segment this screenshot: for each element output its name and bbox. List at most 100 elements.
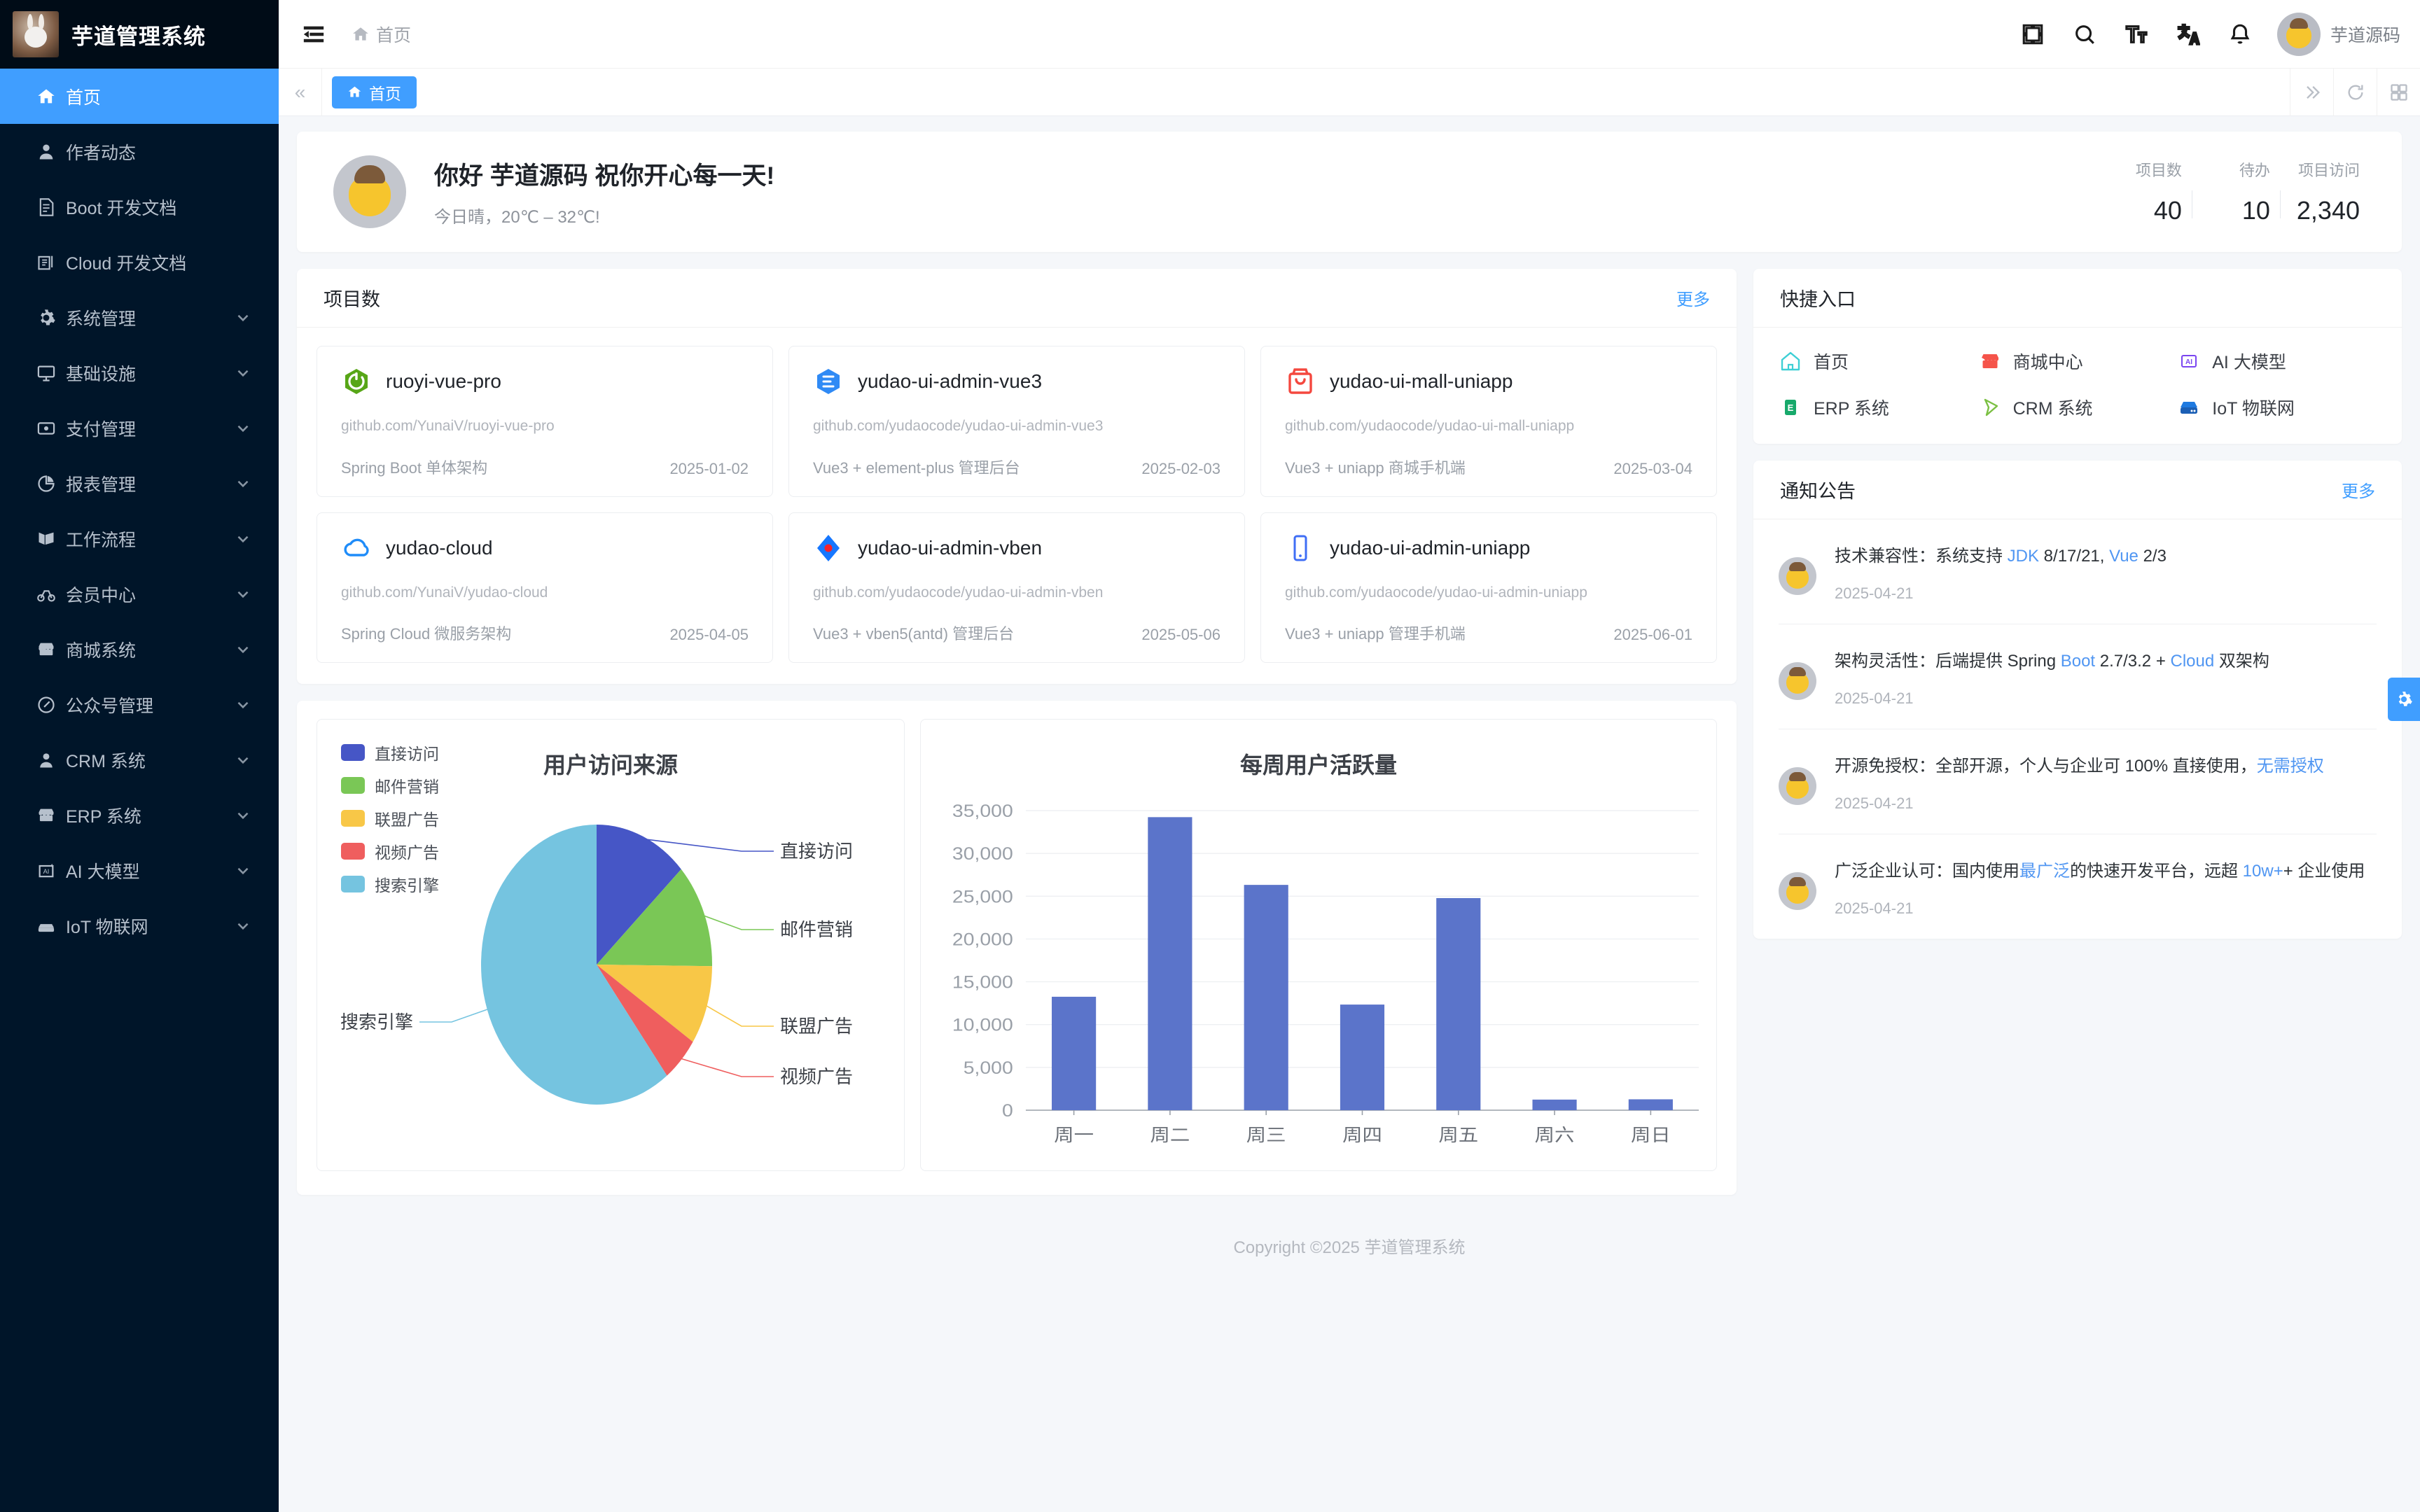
- quick-entry-item[interactable]: E ERP 系统: [1779, 395, 1978, 420]
- project-date: 2025-06-01: [1613, 626, 1692, 643]
- hamburger-icon[interactable]: [300, 20, 328, 48]
- project-card[interactable]: yudao-cloud github.com/YunaiV/yudao-cloud…: [317, 512, 773, 663]
- pie-slice-label: 直接访问: [780, 841, 853, 862]
- project-card[interactable]: yudao-ui-admin-uniapp github.com/yudaocod…: [1260, 512, 1717, 663]
- notice-item[interactable]: 广泛企业认可：国内使用最广泛的快速开发平台，远超 10w++ 企业使用 2025-…: [1779, 834, 2377, 939]
- sidebar-item-6[interactable]: 支付管理: [0, 400, 279, 456]
- welcome-banner: 你好 芋道源码 祝你开心每一天! 今日晴，20℃ – 32℃! 项目数 40 待办 1…: [297, 132, 2402, 252]
- sidebar-item-10[interactable]: 商城系统: [0, 622, 279, 677]
- settings-drawer-gear-icon[interactable]: [2388, 678, 2420, 721]
- quick-entry-label: IoT 物联网: [2212, 399, 2295, 419]
- bar: [1532, 1099, 1577, 1110]
- pie-legend-item[interactable]: 联盟广告: [341, 806, 439, 830]
- notice-avatar: [1779, 766, 1816, 805]
- notice-more-link[interactable]: 更多: [2342, 482, 2375, 501]
- chevron-down-icon: [234, 696, 252, 714]
- notice-item[interactable]: 架构灵活性：后端提供 Spring Boot 2.7/3.2 + Cloud 双…: [1779, 624, 2377, 729]
- iot-icon: [36, 916, 66, 936]
- quick-entry-item[interactable]: IoT 物联网: [2177, 395, 2377, 420]
- project-card[interactable]: yudao-ui-mall-uniapp github.com/yudaocode…: [1260, 346, 1717, 497]
- quick-entry-item[interactable]: CRM 系统: [1978, 395, 2178, 420]
- pie-legend-item[interactable]: 搜索引擎: [341, 872, 439, 896]
- notice-text: 开源免授权：全部开源，个人与企业可 100% 直接使用，无需授权: [1835, 756, 2324, 776]
- sidebar-item-0[interactable]: 首页: [0, 69, 279, 124]
- project-card[interactable]: ruoyi-vue-pro github.com/YunaiV/ruoyi-vue…: [317, 346, 773, 497]
- x-axis-tick-label: 周四: [1342, 1126, 1382, 1145]
- pie-slice: [597, 965, 693, 1076]
- notice-item[interactable]: 技术兼容性：系统支持 JDK 8/17/21, Vue 2/3 2025-04-2…: [1779, 519, 2377, 624]
- sidebar-item-2[interactable]: Boot 开发文档: [0, 179, 279, 234]
- welcome-greeting: 你好 芋道源码 祝你开心每一天!: [434, 162, 775, 190]
- notice-list: 技术兼容性：系统支持 JDK 8/17/21, Vue 2/3 2025-04-2…: [1753, 519, 2402, 939]
- sidebar-item-5[interactable]: 基础设施: [0, 345, 279, 400]
- refresh-icon[interactable]: [2333, 68, 2377, 116]
- left-column: 项目数 更多 ruoyi-vue-pro github.com/YunaiV/ru…: [297, 269, 1737, 1212]
- sidebar-item-14[interactable]: AI AI 大模型: [0, 843, 279, 898]
- project-name: yudao-ui-admin-uniapp: [1329, 536, 1531, 559]
- project-card[interactable]: yudao-ui-admin-vue3 github.com/yudaocode/…: [788, 346, 1245, 497]
- tab-0[interactable]: 首页: [332, 76, 417, 108]
- user-menu[interactable]: 芋道源码: [2276, 12, 2400, 56]
- store-icon: [36, 806, 66, 825]
- quick-entry-item[interactable]: 首页: [1779, 349, 1978, 374]
- sidebar-item-label: Boot 开发文档: [66, 198, 177, 218]
- home-icon: [36, 87, 66, 106]
- tab-tools: [2290, 68, 2420, 116]
- erp-green-icon: E: [1779, 396, 1802, 419]
- project-card[interactable]: yudao-ui-admin-vben github.com/yudaocode/…: [788, 512, 1245, 663]
- project-card-head: yudao-ui-mall-uniapp: [1285, 366, 1692, 397]
- tabs-scroll-next-icon[interactable]: [2290, 68, 2333, 116]
- cloud-icon: [341, 533, 372, 564]
- sidebar-item-9[interactable]: 会员中心: [0, 566, 279, 622]
- search-icon[interactable]: [2059, 8, 2110, 60]
- sidebar-item-1[interactable]: 作者动态: [0, 124, 279, 179]
- quick-entry-item[interactable]: AI AI 大模型: [2177, 349, 2377, 374]
- chevron-down-icon: [234, 751, 252, 769]
- project-card-foot: Spring Boot 单体架构 2025-01-02: [341, 456, 749, 478]
- stat-1: 待办 10: [2188, 158, 2276, 225]
- pie-legend-item[interactable]: 视频广告: [341, 839, 439, 863]
- sidebar-item-label: 作者动态: [66, 143, 137, 163]
- notice-panel-header: 通知公告 更多: [1753, 461, 2402, 519]
- pie-legend-item[interactable]: 邮件营销: [341, 774, 439, 797]
- sidebar-item-label: AI 大模型: [66, 862, 140, 882]
- grid-icon[interactable]: [2377, 68, 2420, 116]
- sidebar-item-7[interactable]: 报表管理: [0, 456, 279, 511]
- sidebar-item-3[interactable]: Cloud 开发文档: [0, 234, 279, 290]
- svg-text:E: E: [1788, 402, 1794, 413]
- notice-panel-title: 通知公告: [1780, 481, 1856, 502]
- sidebar-item-12[interactable]: CRM 系统: [0, 732, 279, 788]
- y-axis-tick-label: 20,000: [952, 930, 1013, 949]
- stat-label: 项目数: [2135, 162, 2182, 179]
- translate-icon[interactable]: [2162, 8, 2214, 60]
- notice-date: 2025-04-21: [1835, 899, 1914, 917]
- project-date: 2025-02-03: [1141, 459, 1221, 477]
- x-axis-tick-label: 周六: [1535, 1126, 1575, 1145]
- sidebar-logo[interactable]: 芋道管理系统: [0, 0, 279, 69]
- legend-label: 邮件营销: [375, 778, 439, 796]
- breadcrumb[interactable]: 首页: [352, 22, 411, 47]
- shop-red-icon: [1978, 349, 2002, 373]
- project-name: yudao-ui-admin-vben: [857, 536, 1043, 559]
- fullscreen-icon[interactable]: [2007, 8, 2059, 60]
- pie-slice-label: 联盟广告: [780, 1016, 853, 1037]
- sidebar-item-8[interactable]: 工作流程: [0, 511, 279, 566]
- ai-icon: AI: [36, 861, 66, 881]
- sidebar-item-11[interactable]: 公众号管理: [0, 677, 279, 732]
- sidebar-item-label: 基础设施: [66, 364, 137, 384]
- projects-more-link[interactable]: 更多: [1676, 290, 1710, 309]
- sidebar-item-label: Cloud 开发文档: [66, 253, 187, 274]
- quick-entry-item[interactable]: 商城中心: [1978, 349, 2178, 374]
- sidebar-item-4[interactable]: 系统管理: [0, 290, 279, 345]
- bell-icon[interactable]: [2214, 8, 2266, 60]
- pie-legend-item[interactable]: 直接访问: [341, 741, 439, 764]
- font-size-icon[interactable]: [2110, 8, 2162, 60]
- tabs-scroll-prev-icon[interactable]: «: [279, 68, 322, 116]
- notice-item[interactable]: 开源免授权：全部开源，个人与企业可 100% 直接使用，无需授权 2025-04-…: [1779, 729, 2377, 834]
- project-name: ruoyi-vue-pro: [386, 370, 501, 392]
- main-region: 首页: [279, 0, 2420, 1512]
- legend-swatch: [341, 843, 365, 860]
- sidebar-item-15[interactable]: IoT 物联网: [0, 898, 279, 953]
- sidebar-item-13[interactable]: ERP 系统: [0, 788, 279, 843]
- sidebar-item-label: 工作流程: [66, 530, 137, 550]
